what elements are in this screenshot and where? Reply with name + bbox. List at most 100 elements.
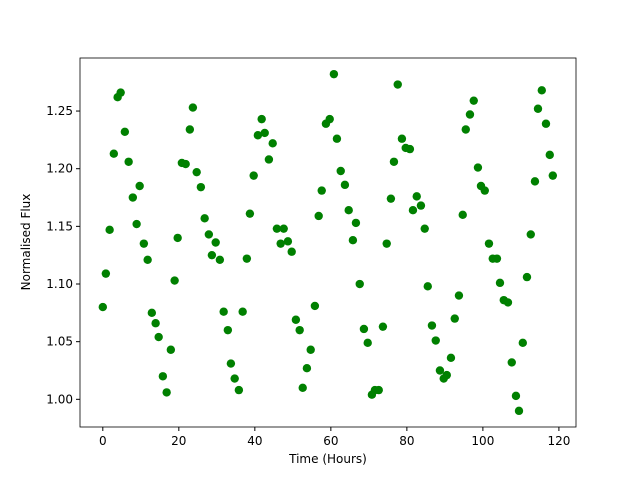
data-point bbox=[408, 206, 418, 215]
data-point bbox=[287, 247, 296, 256]
data-point bbox=[533, 104, 543, 113]
y-tick-label: 1.25 bbox=[46, 104, 73, 118]
data-point bbox=[185, 125, 195, 134]
data-point bbox=[382, 239, 391, 248]
data-point bbox=[348, 235, 358, 245]
data-point bbox=[98, 302, 108, 312]
data-point bbox=[132, 219, 141, 229]
data-point bbox=[473, 163, 483, 172]
data-point bbox=[495, 278, 505, 288]
y-tick-label: 1.00 bbox=[46, 392, 73, 406]
x-tick-label: 80 bbox=[399, 434, 414, 448]
data-point bbox=[526, 230, 535, 239]
data-point bbox=[416, 201, 426, 210]
data-point bbox=[257, 114, 266, 124]
data-point bbox=[268, 139, 277, 148]
data-point bbox=[465, 110, 475, 119]
data-point bbox=[302, 363, 312, 373]
data-point bbox=[332, 134, 342, 143]
data-point bbox=[537, 86, 546, 95]
data-point bbox=[435, 366, 445, 375]
data-point bbox=[162, 388, 171, 397]
data-point bbox=[139, 239, 149, 248]
data-point bbox=[329, 69, 339, 79]
data-point bbox=[249, 171, 258, 180]
data-point bbox=[166, 345, 176, 354]
data-point bbox=[541, 119, 551, 128]
data-point bbox=[405, 144, 415, 154]
data-point bbox=[120, 127, 130, 136]
data-point bbox=[143, 255, 152, 264]
data-point bbox=[234, 385, 244, 395]
data-point bbox=[461, 125, 470, 134]
data-point bbox=[242, 254, 252, 263]
data-point bbox=[105, 225, 114, 235]
plot-frame bbox=[79, 57, 577, 428]
data-point bbox=[306, 345, 315, 354]
data-point bbox=[378, 322, 388, 331]
y-tick-label: 1.10 bbox=[46, 277, 73, 291]
data-point bbox=[351, 218, 361, 228]
data-point bbox=[295, 325, 304, 335]
data-point bbox=[317, 186, 326, 195]
data-point bbox=[412, 192, 421, 201]
data-point bbox=[420, 224, 429, 233]
data-point bbox=[283, 237, 293, 246]
data-point bbox=[359, 324, 369, 334]
data-point bbox=[355, 279, 364, 289]
data-point bbox=[545, 150, 554, 160]
x-tick-label: 0 bbox=[99, 434, 107, 448]
y-axis-label: Normalised Flux bbox=[19, 194, 33, 291]
data-point bbox=[389, 157, 399, 166]
data-point bbox=[279, 224, 288, 233]
data-point bbox=[116, 88, 125, 97]
data-point bbox=[188, 103, 198, 112]
x-axis-label: Time (Hours) bbox=[288, 452, 367, 466]
data-point bbox=[314, 211, 323, 221]
data-point bbox=[507, 358, 516, 367]
data-point bbox=[192, 167, 201, 177]
data-point bbox=[173, 233, 182, 243]
data-point bbox=[469, 96, 478, 105]
data-point bbox=[211, 238, 220, 247]
data-point bbox=[215, 255, 225, 264]
data-point bbox=[154, 332, 163, 342]
data-point bbox=[291, 315, 301, 324]
data-point bbox=[124, 157, 133, 166]
data-point bbox=[514, 406, 524, 416]
x-tick-label: 60 bbox=[323, 434, 338, 448]
data-point bbox=[226, 359, 236, 368]
x-tick-label: 120 bbox=[547, 434, 570, 448]
data-point bbox=[511, 391, 521, 401]
data-point bbox=[442, 370, 451, 380]
data-point bbox=[386, 194, 396, 203]
data-point bbox=[427, 321, 437, 330]
data-point bbox=[310, 301, 320, 311]
data-point bbox=[276, 239, 285, 248]
data-point bbox=[158, 372, 168, 381]
data-point bbox=[484, 239, 494, 248]
data-point bbox=[238, 307, 247, 316]
data-point bbox=[518, 338, 527, 348]
data-point bbox=[454, 291, 464, 300]
data-point bbox=[135, 181, 144, 191]
data-point bbox=[204, 230, 214, 239]
x-tick-label: 100 bbox=[471, 434, 494, 448]
data-point bbox=[363, 338, 372, 348]
y-tick-label: 1.15 bbox=[46, 219, 73, 233]
data-point bbox=[423, 282, 432, 291]
data-point bbox=[374, 385, 383, 395]
x-tick-label: 40 bbox=[247, 434, 262, 448]
data-point bbox=[431, 336, 440, 345]
data-point bbox=[253, 131, 263, 140]
data-point bbox=[181, 159, 190, 169]
data-point bbox=[223, 325, 233, 335]
data-point bbox=[128, 193, 138, 202]
data-point bbox=[530, 177, 540, 186]
data-point bbox=[200, 214, 209, 223]
data-point bbox=[272, 224, 282, 233]
data-point bbox=[170, 276, 179, 285]
data-point bbox=[219, 307, 228, 316]
y-tick-label: 1.20 bbox=[46, 162, 73, 176]
